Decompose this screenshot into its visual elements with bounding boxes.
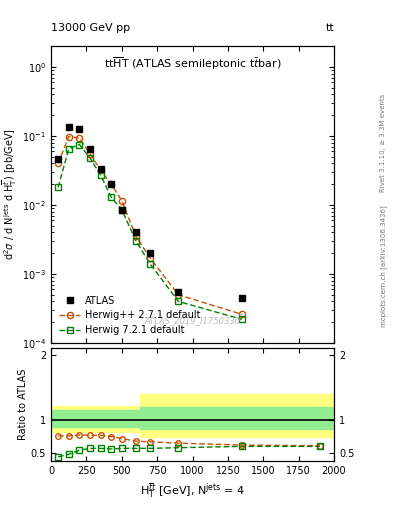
Legend: ATLAS, Herwig++ 2.7.1 default, Herwig 7.2.1 default: ATLAS, Herwig++ 2.7.1 default, Herwig 7.… bbox=[56, 293, 204, 338]
Y-axis label: d$^{2}\sigma$ / d N$^{\mathrm{jets}}$ d H$_{\mathrm{T}}^{\overline{t}}$) [pb/GeV: d$^{2}\sigma$ / d N$^{\mathrm{jets}}$ d … bbox=[1, 129, 19, 261]
Y-axis label: Ratio to ATLAS: Ratio to ATLAS bbox=[18, 369, 28, 440]
Text: 13000 GeV pp: 13000 GeV pp bbox=[51, 23, 130, 33]
Text: ATLAS_2019_I1750330: ATLAS_2019_I1750330 bbox=[145, 316, 241, 325]
X-axis label: H$_{\mathrm{T}}^{\overline{t}t}$ [GeV], N$^{\mathrm{jets}}$ = 4: H$_{\mathrm{T}}^{\overline{t}t}$ [GeV], … bbox=[140, 481, 245, 500]
Text: mcplots.cern.ch [arXiv:1306.3436]: mcplots.cern.ch [arXiv:1306.3436] bbox=[380, 205, 387, 327]
Text: Rivet 3.1.10, ≥ 3.3M events: Rivet 3.1.10, ≥ 3.3M events bbox=[380, 94, 386, 193]
Text: tt$\overline{\mathrm{H}}$T (ATLAS semileptonic t$\bar{t}$bar): tt$\overline{\mathrm{H}}$T (ATLAS semile… bbox=[104, 55, 281, 72]
Text: tt: tt bbox=[325, 23, 334, 33]
